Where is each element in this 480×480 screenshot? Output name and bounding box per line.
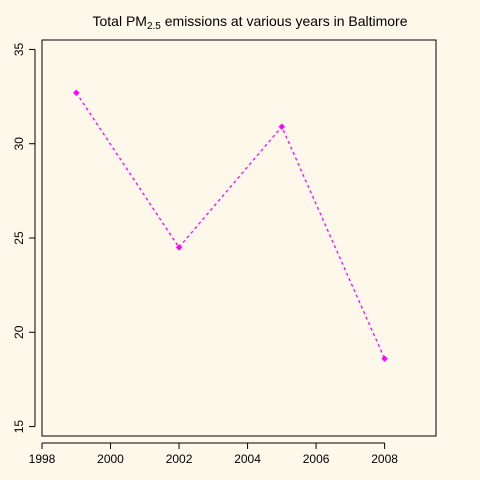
x-axis: 1998 2000 2002 2004 2006 2008	[29, 442, 398, 466]
x-tick-label: 2008	[371, 452, 398, 466]
chart-title-subscript: 2.5	[147, 21, 161, 32]
data-point	[175, 244, 183, 251]
chart-title: Total PM2.5 emissions at various years i…	[92, 13, 407, 32]
x-tick-label: 2006	[303, 452, 330, 466]
x-tick-label: 2000	[97, 452, 124, 466]
data-point	[278, 123, 286, 130]
x-tick-label: 1998	[29, 452, 56, 466]
y-tick-label: 30	[12, 137, 26, 151]
chart-title-prefix: Total PM	[92, 13, 146, 29]
y-tick-label: 20	[12, 325, 26, 339]
y-axis: 15 20 25 30 35	[12, 42, 36, 434]
data-point	[73, 89, 80, 96]
chart-title-suffix: emissions at various years in Baltimore	[161, 13, 408, 29]
series-layer	[73, 89, 388, 362]
plot-frame	[41, 39, 437, 437]
y-tick-label: 25	[12, 231, 26, 245]
x-tick-label: 2002	[166, 452, 193, 466]
x-tick-label: 2004	[234, 452, 261, 466]
series-line	[75, 92, 386, 359]
data-point	[381, 355, 388, 362]
y-tick-label: 15	[12, 420, 26, 434]
y-tick-label: 35	[12, 42, 26, 56]
